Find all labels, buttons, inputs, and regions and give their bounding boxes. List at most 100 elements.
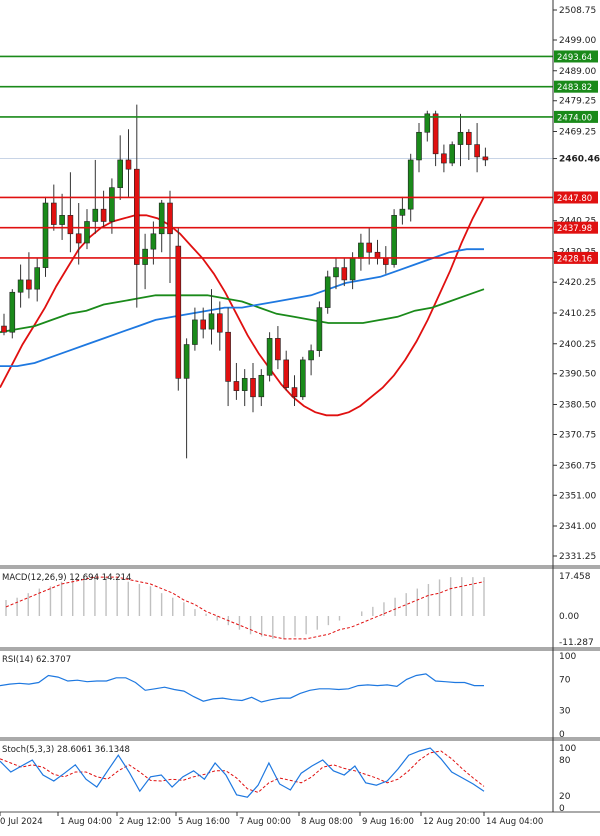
candle-body	[333, 267, 339, 278]
x-axis-label: 0 Jul 2024	[0, 817, 43, 827]
x-axis-label: 12 Aug 20:00	[423, 817, 480, 827]
x-axis-label: 1 Aug 04:00	[60, 817, 112, 827]
stoch-k-line	[0, 747, 485, 798]
macd-panel-label: MACD(12,26,9) 12.694 14.214	[2, 573, 131, 583]
candle-body	[92, 208, 99, 222]
resistance-label: 2493.64	[557, 53, 592, 63]
macd-signal-line	[5, 576, 485, 640]
rsi-line	[0, 673, 484, 703]
rsi-axis-label: 70	[559, 675, 571, 685]
candle-body	[34, 267, 41, 290]
stoch-axis-label: 20	[559, 792, 571, 802]
candle-body	[26, 279, 32, 290]
x-axis-label: 8 Aug 08:00	[301, 817, 353, 827]
price-axis-label: 2331.25	[559, 552, 596, 562]
candle-body	[366, 242, 373, 253]
candle-body	[324, 276, 331, 308]
stoch-axis-label: 100	[559, 744, 576, 754]
candle-body	[258, 374, 265, 398]
candle-body	[465, 131, 472, 145]
candle-body	[59, 215, 65, 225]
support-label-box	[554, 191, 598, 204]
candle-body	[42, 202, 49, 268]
price-axis-label: 2479.25	[559, 97, 596, 107]
candle-body	[192, 319, 198, 345]
x-axis-label: 2 Aug 12:00	[119, 817, 171, 827]
candle-body	[233, 381, 240, 391]
support-label-box	[554, 221, 598, 234]
x-axis-label: 5 Aug 16:00	[178, 817, 230, 827]
ma-slow-line	[0, 288, 485, 334]
stoch-axis-label: 80	[559, 756, 571, 766]
candle-body	[358, 242, 364, 259]
candle-body	[200, 319, 206, 330]
candle-body	[407, 159, 414, 210]
candle-body	[250, 378, 256, 398]
ma-mid-line	[0, 248, 484, 368]
resistance-label-box	[554, 80, 598, 93]
price-axis-label: 2499.00	[559, 36, 596, 46]
candle-body	[175, 245, 182, 379]
candle-body	[275, 338, 281, 361]
candle-body	[67, 215, 74, 235]
candle-body	[266, 338, 273, 376]
candle-body	[457, 131, 464, 145]
candle-body	[100, 208, 107, 222]
price-axis-label: 2360.75	[559, 461, 596, 471]
rsi-axis-label: 30	[559, 707, 571, 717]
price-axis-label: 2469.25	[559, 128, 596, 138]
resistance-label-box	[554, 50, 598, 63]
candle-body	[117, 159, 123, 188]
candle-body	[416, 131, 422, 161]
price-axis-label: 2489.00	[559, 67, 596, 77]
candle-body	[308, 350, 314, 361]
price-axis-label: 2370.75	[559, 430, 596, 440]
price-axis-label: 2460.46	[559, 155, 600, 165]
candle-body	[283, 359, 290, 388]
support-label: 2437.98	[557, 224, 592, 234]
candle-body	[142, 248, 148, 265]
candle-body	[341, 267, 348, 281]
candle-body	[50, 202, 57, 225]
candle-body	[9, 291, 16, 333]
macd-axis-label: 17.458	[559, 572, 591, 582]
candle-body	[441, 153, 447, 164]
candle-body	[482, 156, 489, 161]
stoch-panel-label: Stoch(5,3,3) 28.6061 36.1348	[2, 745, 130, 755]
x-axis-label: 14 Aug 04:00	[486, 817, 543, 827]
candle-body	[134, 168, 140, 265]
price-axis-label: 2400.25	[559, 340, 596, 350]
support-label-box	[554, 251, 598, 264]
price-axis-label: 2380.50	[559, 401, 596, 411]
candle-body	[382, 258, 389, 265]
candle-body	[474, 144, 480, 158]
support-label: 2447.80	[557, 194, 592, 204]
candle-body	[291, 387, 298, 398]
candle-body	[391, 215, 397, 265]
candle-body	[208, 313, 215, 330]
price-axis-label: 2420.25	[559, 278, 596, 288]
x-axis-label: 9 Aug 16:00	[362, 817, 414, 827]
candle-body	[17, 279, 24, 293]
candle-body	[449, 144, 456, 164]
candle-body	[399, 208, 406, 216]
candle-body	[432, 113, 439, 155]
x-axis-label: 7 Aug 00:00	[239, 817, 291, 827]
candle-body	[84, 221, 90, 244]
stoch-d-line	[0, 750, 485, 793]
candle-body	[167, 202, 173, 235]
rsi-axis-label: 100	[559, 652, 576, 662]
candle-body	[158, 202, 165, 235]
candle-body	[241, 378, 248, 391]
candle-body	[217, 313, 223, 333]
candle-body	[316, 307, 323, 351]
candle-body	[299, 359, 306, 398]
candle-body	[109, 187, 115, 222]
resistance-label: 2474.00	[557, 113, 592, 123]
support-label: 2428.16	[557, 254, 592, 264]
candle-body	[349, 258, 356, 281]
candle-body	[424, 113, 431, 133]
price-axis-label: 2341.00	[559, 522, 596, 532]
rsi-axis-label: 0	[559, 730, 565, 740]
